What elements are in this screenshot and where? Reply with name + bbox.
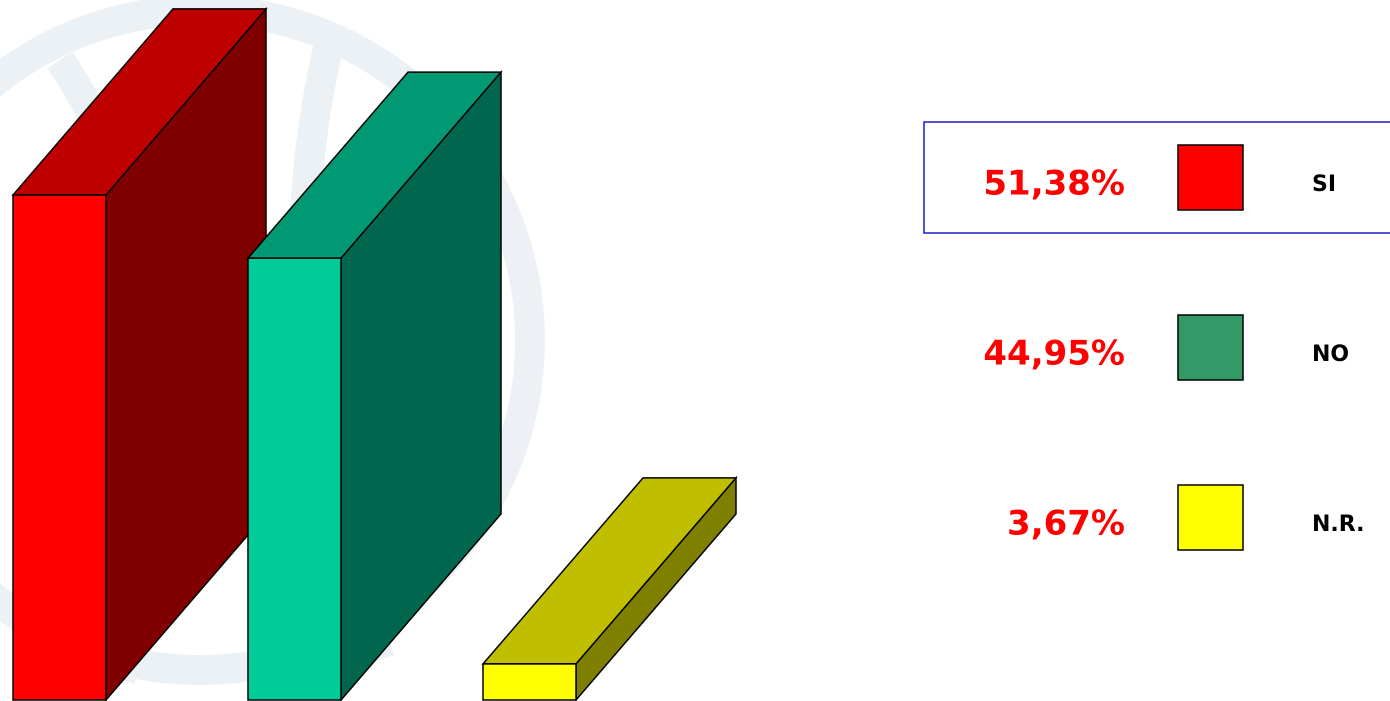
legend-swatch — [1177, 484, 1244, 551]
bar — [482, 663, 577, 701]
bar — [12, 194, 107, 701]
value-label: 44,95% — [983, 334, 1125, 374]
legend-label: SI — [1312, 172, 1336, 197]
value-label: 51,38% — [983, 164, 1125, 204]
bar — [247, 257, 342, 701]
value-label: 3,67% — [1007, 504, 1125, 544]
legend-swatch — [1177, 314, 1244, 381]
legend-label: N.R. — [1312, 512, 1364, 537]
legend-swatch — [1177, 144, 1244, 211]
legend-highlight — [923, 121, 1390, 234]
legend-label: NO — [1312, 342, 1349, 367]
